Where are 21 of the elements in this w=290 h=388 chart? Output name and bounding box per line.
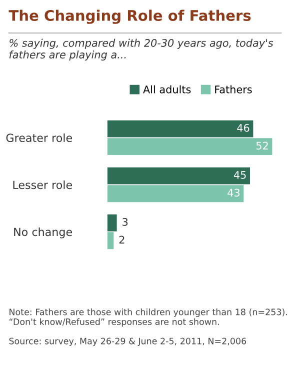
bar <box>107 120 254 138</box>
chart-subtitle: % saying, compared with 20-30 years ago, today's fathers are playing a... <box>9 38 274 61</box>
bar <box>107 185 244 202</box>
legend-label: All adults <box>143 85 191 94</box>
data-label: 2 <box>119 236 124 244</box>
bar <box>107 214 117 232</box>
data-label: 45 <box>234 171 246 179</box>
text: Note: Fathers are those with children younger than 18 (n=253). “Don't know/Refused” responses are not shown. <box>9 308 288 327</box>
bar <box>107 167 250 184</box>
data-label: 43 <box>228 188 240 197</box>
bar <box>107 138 272 156</box>
data-label: 52 <box>256 142 268 150</box>
y-tick-label: Lesser role <box>13 180 72 190</box>
data-label: 46 <box>237 124 250 132</box>
y-tick-label: No change <box>14 228 72 238</box>
chart-title: The Changing Role of Fathers <box>8 10 251 24</box>
source-note: Source: survey, May 26-29 & June 2-5, 2011, N=2,006 <box>9 338 246 346</box>
bar <box>107 232 114 250</box>
y-tick-label: Greater role <box>6 133 72 142</box>
legend-label: Fathers <box>215 85 252 94</box>
data-label: 3 <box>122 218 128 226</box>
